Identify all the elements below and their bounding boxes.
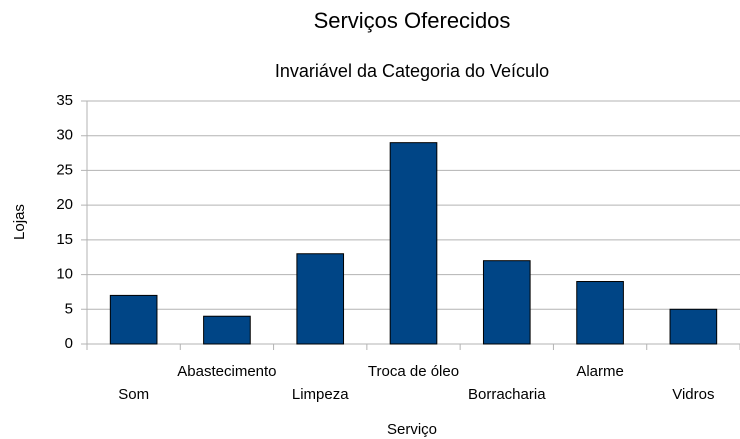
- x-tick-label: Vidros: [672, 386, 714, 403]
- bar: [482, 260, 531, 345]
- x-axis-label: Serviço: [387, 421, 437, 438]
- x-tick-label: Limpeza: [292, 386, 349, 403]
- y-tick-label: 25: [56, 161, 73, 178]
- y-tick-label: 5: [65, 300, 73, 317]
- x-tick-label: Alarme: [576, 363, 624, 380]
- y-tick-label: 30: [56, 127, 73, 144]
- chart-subtitle: Invariável da Categoria do Veículo: [275, 61, 549, 81]
- bar: [576, 281, 624, 345]
- bar: [203, 315, 251, 345]
- x-tick-label: Abastecimento: [177, 363, 276, 380]
- bar: [669, 308, 718, 345]
- x-tick-label: Troca de óleo: [368, 363, 459, 380]
- y-tick-label: 35: [56, 92, 73, 109]
- bar: [389, 142, 438, 345]
- y-tick-label: 20: [56, 196, 73, 213]
- y-tick-label: 15: [56, 231, 73, 248]
- y-tick-label: 10: [56, 266, 73, 283]
- y-axis-label: Lojas: [11, 204, 28, 240]
- x-tick-label: Borracharia: [468, 386, 546, 403]
- bar: [296, 253, 345, 345]
- bar: [109, 294, 158, 345]
- x-tick-label: Som: [118, 386, 149, 403]
- y-tick-label: 0: [65, 335, 73, 352]
- chart-title: Serviços Oferecidos: [314, 8, 511, 33]
